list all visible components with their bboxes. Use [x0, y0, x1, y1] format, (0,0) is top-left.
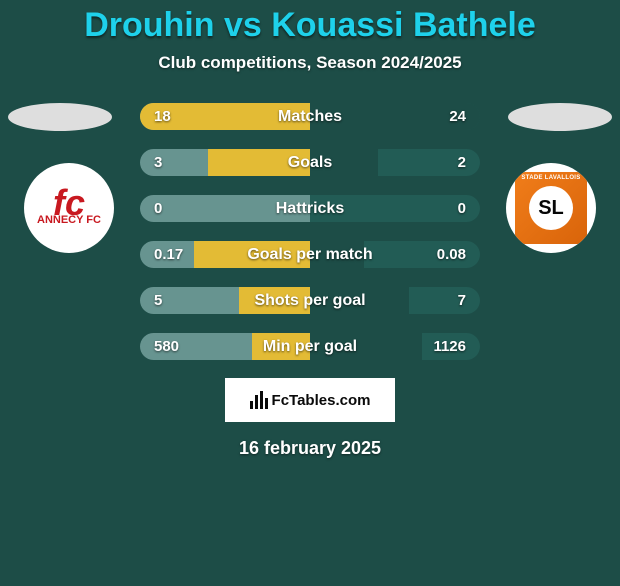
- stat-bar-left: [140, 287, 310, 314]
- player-marker-right: [508, 103, 612, 131]
- stat-bar-right-fill: [310, 103, 480, 130]
- stat-row: Goals32: [140, 149, 480, 176]
- stat-bar-right: [310, 195, 480, 222]
- fctables-text: FcTables.com: [272, 392, 371, 409]
- stat-bar-right: [310, 149, 480, 176]
- stats-rows: Matches1824 Goals32 Hattricks00 Goals per m…: [140, 103, 480, 360]
- stat-bar-left: [140, 103, 310, 130]
- comparison-panel: fc ANNECY FC STADE LAVALLOIS SL Matches1…: [0, 103, 620, 360]
- club-badge-right: STADE LAVALLOIS SL: [506, 163, 596, 253]
- club-badge-left: fc ANNECY FC: [24, 163, 114, 253]
- stat-row: Matches1824: [140, 103, 480, 130]
- stat-bar-left-fill: [140, 103, 310, 130]
- stat-bar-left-fill: [208, 149, 310, 176]
- stat-bar-right-fill: [310, 241, 364, 268]
- lavallois-top-text: STADE LAVALLOIS: [515, 175, 587, 181]
- player-marker-left: [8, 103, 112, 131]
- stat-row: Hattricks00: [140, 195, 480, 222]
- stat-bar-right: [310, 333, 480, 360]
- stat-bar-left: [140, 195, 310, 222]
- bars-icon: [250, 391, 268, 409]
- stat-row: Goals per match0.170.08: [140, 241, 480, 268]
- stat-row: Shots per goal57: [140, 287, 480, 314]
- lavallois-logo: STADE LAVALLOIS SL: [515, 172, 587, 244]
- fctables-badge: FcTables.com: [225, 378, 395, 422]
- page-title: Drouhin vs Kouassi Bathele: [0, 6, 620, 45]
- stat-bar-right-fill: [310, 149, 378, 176]
- stat-bar-right: [310, 103, 480, 130]
- stat-bar-left: [140, 149, 310, 176]
- page-subtitle: Club competitions, Season 2024/2025: [0, 53, 620, 73]
- stat-row: Min per goal5801126: [140, 333, 480, 360]
- footer-date: 16 february 2025: [0, 438, 620, 459]
- stat-bar-right: [310, 287, 480, 314]
- stat-bar-right-fill: [310, 333, 422, 360]
- annecy-logo: fc ANNECY FC: [37, 190, 101, 226]
- stat-bar-left-fill: [194, 241, 310, 268]
- stat-bar-right-fill: [310, 287, 409, 314]
- annecy-text: ANNECY FC: [37, 214, 101, 226]
- stat-bar-left: [140, 241, 310, 268]
- stat-bar-left-fill: [239, 287, 310, 314]
- stat-bar-right: [310, 241, 480, 268]
- lavallois-sl-text: SL: [529, 186, 573, 230]
- stat-bar-left: [140, 333, 310, 360]
- annecy-swoosh-icon: fc: [37, 190, 101, 215]
- stat-bar-left-fill: [252, 333, 310, 360]
